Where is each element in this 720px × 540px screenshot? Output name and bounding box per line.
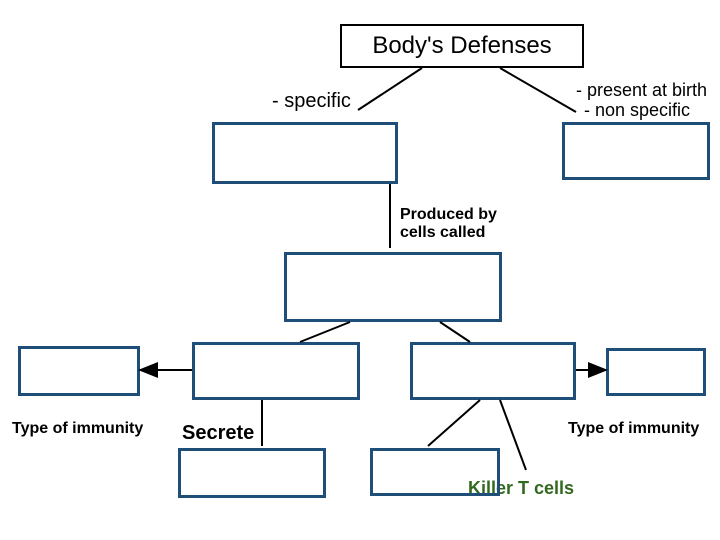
label-specific: - specific xyxy=(272,90,351,113)
box-specific xyxy=(212,122,398,184)
box-far-right xyxy=(606,348,706,396)
box-bcell xyxy=(192,342,360,400)
label-secrete: Secrete xyxy=(182,422,254,445)
box-antibody xyxy=(178,448,326,498)
box-far-left xyxy=(18,346,140,396)
box-nonspecific xyxy=(562,122,710,180)
box-tcell xyxy=(410,342,576,400)
title-box: Body's Defenses xyxy=(340,24,584,68)
label-cells-called: cells called xyxy=(400,224,485,242)
box-helper xyxy=(370,448,500,496)
label-non-specific: - non specific xyxy=(584,100,690,121)
box-lymphocytes xyxy=(284,252,502,322)
label-present-at-birth: - present at birth xyxy=(576,80,707,101)
label-produced-by: Produced by xyxy=(400,206,497,224)
title-text: Body's Defenses xyxy=(372,32,551,60)
label-type-left: Type of immunity xyxy=(12,420,143,438)
label-type-right: Type of immunity xyxy=(568,420,699,438)
